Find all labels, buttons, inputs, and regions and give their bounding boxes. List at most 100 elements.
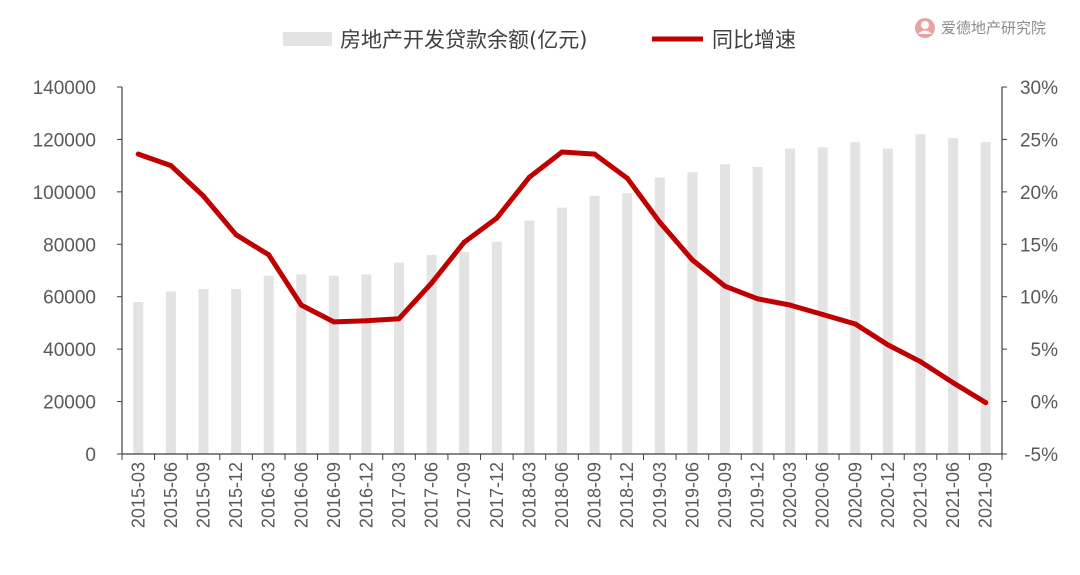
line-point-2015-06	[168, 163, 174, 169]
line-point-2020-03	[787, 302, 793, 308]
x-tick-label: 2017-12	[487, 462, 507, 528]
bar-2021-06	[948, 138, 959, 454]
bar-2019-09	[720, 164, 730, 455]
right-tick-label: 25%	[1020, 130, 1058, 151]
line-point-2020-12	[885, 342, 891, 348]
left-tick-label: 0	[85, 445, 96, 466]
bar-2019-03	[654, 177, 665, 454]
x-tick-label: 2021-09	[976, 462, 996, 528]
bar-2021-03	[915, 134, 926, 454]
bar-2018-09	[589, 195, 600, 455]
left-tick-label: 60000	[43, 288, 96, 309]
legend-bar-swatch	[283, 32, 332, 46]
line-point-2015-09	[201, 193, 206, 199]
bar-2018-12	[622, 193, 633, 454]
right-tick-label: 30%	[1020, 78, 1058, 99]
bar-2016-12	[361, 274, 372, 454]
x-tick-label: 2017-03	[389, 462, 409, 528]
line-point-2019-03	[657, 219, 663, 225]
line-point-2019-12	[755, 296, 761, 302]
line-point-2015-03	[135, 151, 141, 157]
legend-line-label: 同比增速	[712, 28, 796, 52]
bar-2015-06	[165, 291, 176, 454]
x-tick-label: 2016-12	[356, 462, 376, 528]
line-point-2015-12	[233, 232, 239, 238]
ade-logo-icon	[915, 18, 935, 38]
right-tick-label: 10%	[1020, 288, 1058, 309]
legend: 房地产开发贷款余额(亿元) 同比增速	[283, 28, 796, 52]
line-point-2017-06	[429, 280, 435, 286]
bar-2017-09	[459, 252, 470, 454]
right-tick-label: 0%	[1031, 393, 1059, 414]
left-tick-label: 40000	[43, 340, 96, 361]
x-tick-label: 2017-06	[422, 462, 442, 528]
x-tick-label: 2017-09	[454, 462, 474, 528]
right-tick-label: 5%	[1031, 340, 1059, 361]
line-point-2018-03	[526, 174, 532, 180]
line-point-2021-06	[950, 380, 956, 386]
line-point-2016-03	[266, 252, 272, 258]
x-tick-label: 2016-03	[259, 462, 279, 528]
bar-2016-03	[263, 275, 274, 454]
line-series	[135, 149, 989, 406]
line-point-2018-09	[592, 151, 598, 157]
axes: 0 20000 40000 60000 80000 100000 120000 140000 -…	[33, 78, 1059, 528]
bar-2019-12	[752, 167, 763, 454]
x-tick-label: 2018-12	[617, 462, 637, 528]
bar-2020-09	[850, 142, 861, 454]
x-tick-label: 2016-09	[324, 462, 344, 528]
right-tick-label: 20%	[1020, 183, 1058, 204]
x-tick-label: 2018-03	[519, 462, 539, 528]
bar-2015-12	[231, 288, 242, 454]
x-tick-label: 2020-12	[878, 462, 898, 528]
bar-2020-03	[785, 148, 796, 454]
x-tick-label: 2020-09	[845, 462, 865, 528]
line-point-2016-12	[363, 318, 369, 324]
line-point-2018-12	[624, 175, 630, 181]
bar-2017-12	[491, 241, 502, 454]
left-tick-label: 120000	[33, 130, 96, 151]
x-tick-label: 2019-06	[682, 462, 702, 528]
legend-bar-label: 房地产开发贷款余额(亿元)	[340, 28, 587, 52]
bar-2016-09	[328, 275, 339, 454]
line-point-2021-09	[983, 400, 989, 406]
bar-2015-03	[133, 302, 144, 454]
x-tick-label: 2021-06	[943, 462, 963, 528]
x-tick-label: 2015-06	[161, 462, 181, 528]
x-tick-label: 2015-03	[128, 462, 148, 528]
x-tick-label: 2016-06	[291, 462, 311, 528]
left-tick-label: 80000	[43, 235, 96, 256]
line-point-2021-03	[918, 359, 923, 365]
right-tick-label: 15%	[1020, 235, 1058, 256]
line-point-2020-06	[820, 312, 826, 317]
x-tick-label: 2021-03	[911, 462, 931, 528]
line-point-2017-12	[494, 215, 500, 221]
brand-name: 爱德地产研究院	[941, 19, 1046, 37]
x-tick-label: 2015-12	[226, 462, 246, 528]
right-tick-label: -5%	[1024, 445, 1058, 466]
line-point-2016-06	[298, 302, 304, 308]
bar-2019-06	[687, 172, 698, 454]
left-tick-label: 20000	[43, 393, 96, 414]
line-point-2017-09	[461, 239, 467, 245]
x-tick-label: 2015-09	[193, 462, 213, 528]
x-tick-label: 2018-09	[585, 462, 605, 528]
bar-2021-09	[980, 142, 991, 454]
bar-series	[133, 134, 991, 455]
bar-2018-03	[524, 220, 535, 454]
line-point-2017-03	[396, 316, 402, 322]
line-point-2020-09	[852, 321, 858, 327]
bar-2017-03	[394, 262, 404, 454]
bar-2017-06	[426, 254, 437, 454]
left-tick-label: 100000	[33, 183, 96, 204]
bar-2016-06	[296, 274, 307, 454]
line-point-2018-06	[559, 149, 565, 155]
x-tick-label: 2020-06	[813, 462, 833, 528]
line-point-2016-09	[331, 319, 337, 325]
x-tick-label: 2020-03	[780, 462, 800, 528]
x-tick-label: 2019-09	[715, 462, 735, 528]
x-tick-label: 2019-03	[650, 462, 670, 528]
bar-2018-06	[557, 207, 567, 454]
bar-2015-09	[198, 288, 209, 454]
